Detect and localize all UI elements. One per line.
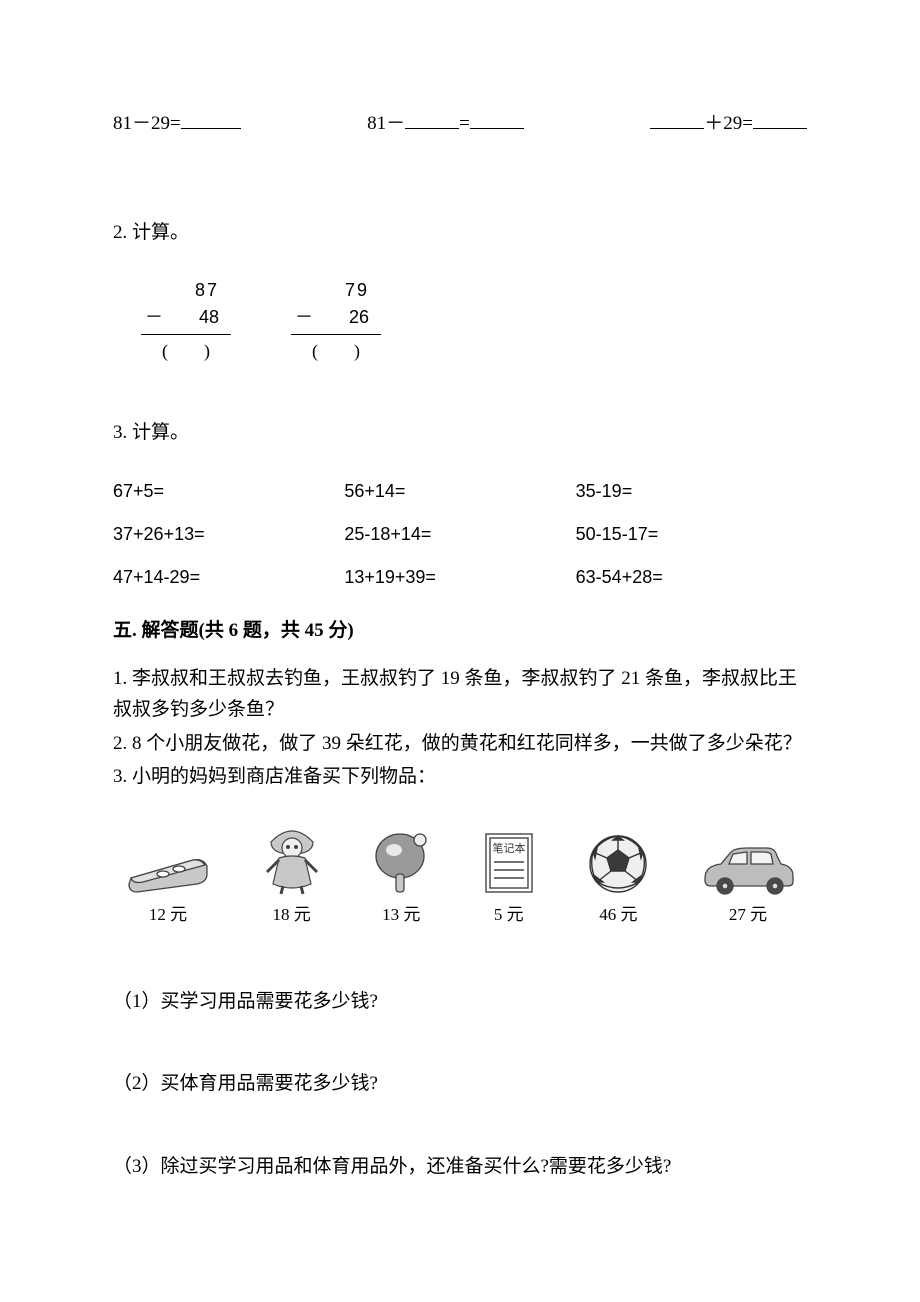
calc-cell: 35-19=: [576, 478, 807, 505]
item-doll: 18 元: [261, 826, 323, 928]
heading-2: 2. 计算。: [113, 219, 807, 248]
expr-1: 81－29=: [113, 110, 241, 139]
heading-3: 3. 计算。: [113, 419, 807, 448]
expr-2: 81－=: [367, 110, 524, 139]
doll-icon: [261, 826, 323, 896]
calc-cell: 67+5=: [113, 478, 344, 505]
vertical-a-sub: －48: [141, 304, 231, 335]
calc-grid: 67+5= 56+14= 35-19= 37+26+13= 25-18+14= …: [113, 478, 807, 591]
calc-cell: 25-18+14=: [344, 521, 575, 548]
problem-1: 1. 李叔叔和王叔叔去钓鱼，王叔叔钓了 19 条鱼，李叔叔钓了 21 条鱼，李叔…: [113, 663, 807, 726]
vertical-b-top: 79: [291, 277, 381, 304]
item-price: 12 元: [149, 902, 187, 928]
vertical-subtractions: 87 －48 ( ) 79 －26 ( ): [141, 277, 807, 365]
vertical-b: 79 －26 ( ): [291, 277, 381, 365]
expr-1-text: 81－29=: [113, 113, 181, 134]
vertical-b-sub: －26: [291, 304, 381, 335]
calc-cell: 13+19+39=: [344, 564, 575, 591]
vertical-a-top: 87: [141, 277, 231, 304]
item-price: 13 元: [382, 902, 420, 928]
notebook-icon: 笔记本: [480, 830, 538, 896]
expr-2-text: 81－: [367, 113, 405, 134]
pingpong-icon: [370, 830, 432, 896]
item-pingpong: 13 元: [370, 830, 432, 928]
sub-question-1: （1）买学习用品需要花多少钱?: [113, 988, 807, 1017]
item-notebook: 笔记本 5 元: [480, 830, 538, 928]
shop-items: 12 元 18 元: [113, 822, 807, 934]
vertical-b-answer[interactable]: ( ): [291, 335, 381, 365]
item-price: 46 元: [599, 902, 637, 928]
problem-2: 2. 8 个小朋友做花，做了 39 朵红花，做的黄花和红花同样多，一共做了多少朵…: [113, 728, 807, 759]
pencilcase-icon: [123, 848, 213, 896]
item-pencilcase: 12 元: [123, 848, 213, 928]
blank[interactable]: [405, 111, 459, 129]
blank[interactable]: [470, 111, 524, 129]
sub-question-2: （2）买体育用品需要花多少钱?: [113, 1070, 807, 1099]
blank[interactable]: [753, 111, 807, 129]
calc-cell: 37+26+13=: [113, 521, 344, 548]
item-football: 46 元: [585, 832, 651, 928]
vertical-a-answer[interactable]: ( ): [141, 335, 231, 365]
problem-3: 3. 小明的妈妈到商店准备买下列物品：: [113, 761, 807, 792]
section-5-heading: 五. 解答题(共 6 题，共 45 分): [113, 617, 807, 646]
expr-3: ＋29=: [650, 110, 807, 139]
item-price: 18 元: [272, 902, 310, 928]
item-price: 27 元: [729, 902, 767, 928]
blank[interactable]: [181, 111, 241, 129]
item-price: 5 元: [494, 902, 524, 928]
calc-cell: 56+14=: [344, 478, 575, 505]
expr-3-text: ＋29=: [704, 113, 753, 134]
notebook-label: 笔记本: [492, 841, 525, 855]
sub-question-3: （3）除过买学习用品和体育用品外，还准备买什么?需要花多少钱?: [113, 1153, 807, 1182]
exercise-1-row: 81－29= 81－= ＋29=: [113, 110, 807, 139]
football-icon: [585, 832, 651, 896]
car-icon: [699, 844, 797, 896]
calc-cell: 50-15-17=: [576, 521, 807, 548]
blank[interactable]: [650, 111, 704, 129]
calc-cell: 63-54+28=: [576, 564, 807, 591]
calc-cell: 47+14-29=: [113, 564, 344, 591]
item-car: 27 元: [699, 844, 797, 928]
vertical-a: 87 －48 ( ): [141, 277, 231, 365]
page: 81－29= 81－= ＋29= 2. 计算。 87 －48 ( ) 79 －2…: [0, 0, 920, 1257]
